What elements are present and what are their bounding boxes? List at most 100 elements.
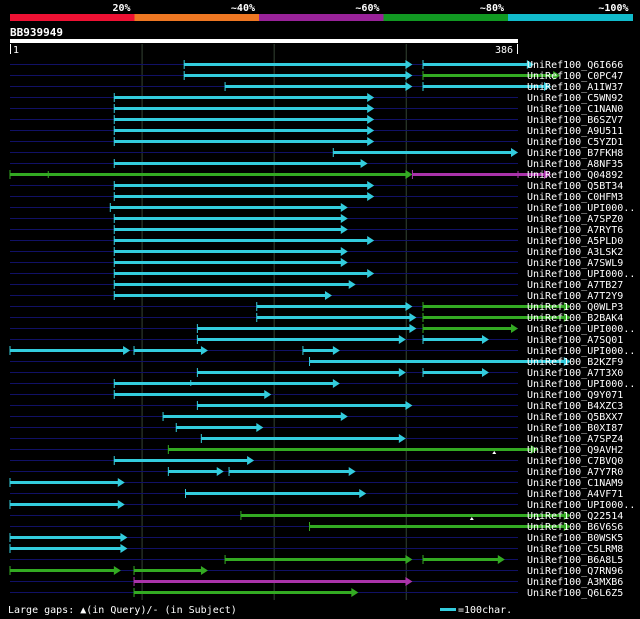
hit-row[interactable]: UniRef100_A3MXB6 bbox=[10, 577, 623, 588]
hit-row[interactable]: UniRef100_UPI000.. bbox=[10, 269, 635, 280]
hit-row[interactable]: UniRef100_A7RYT6 bbox=[10, 225, 623, 236]
hit-segment[interactable] bbox=[114, 393, 267, 396]
hit-label[interactable]: UniRef100_C0HFM3 bbox=[527, 192, 623, 203]
hit-segment[interactable] bbox=[10, 503, 120, 506]
hit-segment[interactable] bbox=[163, 415, 343, 418]
hit-label[interactable]: UniRef100_A8NF35 bbox=[527, 159, 623, 170]
hit-row[interactable]: UniRef100_C0HFM3 bbox=[10, 192, 623, 203]
hit-segment[interactable] bbox=[114, 228, 343, 231]
hit-label[interactable]: UniRef100_C1NAM9 bbox=[527, 478, 623, 489]
hit-row[interactable]: UniRef100_A1IW37 bbox=[10, 82, 623, 93]
hit-segment[interactable] bbox=[225, 85, 408, 88]
hit-label[interactable]: UniRef100_B4XZC3 bbox=[527, 401, 623, 412]
hit-label[interactable]: UniRef100_A5PLD0 bbox=[527, 236, 623, 247]
hit-segment[interactable] bbox=[134, 591, 354, 594]
hit-row[interactable]: UniRef100_B6V6S6 bbox=[10, 522, 623, 533]
hit-row[interactable]: UniRef100_C1NAN0 bbox=[10, 104, 623, 115]
hit-segment[interactable] bbox=[184, 63, 408, 66]
hit-segment[interactable] bbox=[114, 195, 370, 198]
hit-row[interactable]: UniRef100_A7SPZ4 bbox=[10, 434, 623, 445]
hit-label[interactable]: UniRef100_Q22514 bbox=[527, 511, 623, 522]
hit-segment[interactable] bbox=[197, 371, 401, 374]
hit-row[interactable]: UniRef100_Q22514 bbox=[10, 511, 623, 522]
hit-segment[interactable] bbox=[184, 74, 408, 77]
hit-segment[interactable] bbox=[201, 437, 401, 440]
hit-segment[interactable] bbox=[114, 184, 370, 187]
hit-label[interactable]: UniRef100_C1NAN0 bbox=[527, 104, 623, 115]
hit-label[interactable]: UniRef100_B6A8L5 bbox=[527, 555, 623, 566]
hit-label[interactable]: UniRef100_B6SZV7 bbox=[527, 115, 623, 126]
hit-label[interactable]: UniRef100_C5WN92 bbox=[527, 93, 623, 104]
hit-label[interactable]: UniRef100_UPI000.. bbox=[527, 500, 635, 511]
hit-row[interactable]: UniRef100_UPI000.. bbox=[10, 324, 635, 335]
hit-segment[interactable] bbox=[412, 173, 546, 176]
hit-row[interactable]: UniRef100_A5PLD0 bbox=[10, 236, 623, 247]
hit-label[interactable]: UniRef100_Q0WLP3 bbox=[527, 302, 623, 313]
hit-segment[interactable] bbox=[114, 272, 370, 275]
hit-row[interactable]: UniRef100_B2BAK4 bbox=[10, 313, 623, 324]
hit-row[interactable]: UniRef100_A7SWL9 bbox=[10, 258, 623, 269]
hit-segment[interactable] bbox=[422, 558, 500, 561]
hit-segment[interactable] bbox=[422, 316, 566, 319]
hit-segment[interactable] bbox=[10, 569, 116, 572]
hit-segment[interactable] bbox=[114, 96, 370, 99]
hit-label[interactable]: UniRef100_A3MXB6 bbox=[527, 577, 623, 588]
hit-row[interactable]: UniRef100_A7SQ01 bbox=[10, 335, 623, 346]
hit-row[interactable]: UniRef100_A7T3X0 bbox=[10, 368, 623, 379]
hit-row[interactable]: UniRef100_Q6I666 bbox=[10, 60, 623, 71]
hit-segment[interactable] bbox=[114, 382, 335, 385]
hit-segment[interactable] bbox=[114, 239, 370, 242]
hit-segment[interactable] bbox=[422, 371, 484, 374]
hit-row[interactable]: UniRef100_A7TB27 bbox=[10, 280, 623, 291]
hit-row[interactable]: UniRef100_Q9AVH2 bbox=[10, 445, 623, 456]
hit-segment[interactable] bbox=[114, 217, 343, 220]
hit-segment[interactable] bbox=[333, 151, 513, 154]
hit-label[interactable]: UniRef100_A7T3X0 bbox=[527, 368, 623, 379]
hit-segment[interactable] bbox=[168, 448, 533, 451]
hit-segment[interactable] bbox=[10, 547, 123, 550]
hit-row[interactable]: UniRef100_C7BVQ0 bbox=[10, 456, 623, 467]
hit-label[interactable]: UniRef100_Q9AVH2 bbox=[527, 445, 623, 456]
hit-segment[interactable] bbox=[134, 569, 203, 572]
hit-row[interactable]: UniRef100_A9U511 bbox=[10, 126, 623, 137]
hit-segment[interactable] bbox=[309, 525, 566, 528]
hit-row[interactable]: UniRef100_B7FKH8 bbox=[10, 148, 623, 159]
hit-segment[interactable] bbox=[114, 162, 363, 165]
hit-label[interactable]: UniRef100_UPI000.. bbox=[527, 346, 635, 357]
hit-label[interactable]: UniRef100_C5LRM8 bbox=[527, 544, 623, 555]
hit-segment[interactable] bbox=[114, 261, 343, 264]
hit-row[interactable]: UniRef100_C5LRM8 bbox=[9, 544, 623, 555]
hit-label[interactable]: UniRef100_UPI000.. bbox=[527, 379, 635, 390]
hit-row[interactable]: UniRef100_Q04892 bbox=[9, 170, 623, 181]
hit-segment[interactable] bbox=[256, 316, 412, 319]
hit-segment[interactable] bbox=[197, 404, 408, 407]
hit-row[interactable]: UniRef100_C1NAM9 bbox=[9, 478, 623, 489]
hit-label[interactable]: UniRef100_Q5BXX7 bbox=[527, 412, 623, 423]
hit-segment[interactable] bbox=[10, 481, 120, 484]
hit-segment[interactable] bbox=[10, 349, 126, 352]
hit-row[interactable]: UniRef100_Q6L6Z5 bbox=[10, 588, 623, 599]
hit-label[interactable]: UniRef100_A3LSK2 bbox=[527, 247, 623, 258]
hit-label[interactable]: UniRef100_Q6L6Z5 bbox=[527, 588, 623, 599]
hit-row[interactable]: UniRef100_B6SZV7 bbox=[10, 115, 623, 126]
hit-label[interactable]: UniRef100_A7T2Y9 bbox=[527, 291, 623, 302]
hit-label[interactable]: UniRef100_Q6I666 bbox=[527, 60, 623, 71]
hit-row[interactable]: UniRef100_UPI000.. bbox=[9, 500, 635, 511]
hit-label[interactable]: UniRef100_B0WSK5 bbox=[527, 533, 623, 544]
hit-segment[interactable] bbox=[114, 459, 250, 462]
hit-segment[interactable] bbox=[110, 206, 343, 209]
hit-row[interactable]: UniRef100_B2KZF9 bbox=[10, 357, 623, 368]
hit-label[interactable]: UniRef100_B7FKH8 bbox=[527, 148, 623, 159]
hit-segment[interactable] bbox=[422, 338, 484, 341]
hit-label[interactable]: UniRef100_A7SWL9 bbox=[527, 258, 623, 269]
hit-segment[interactable] bbox=[134, 580, 408, 583]
hit-segment[interactable] bbox=[185, 492, 362, 495]
hit-segment[interactable] bbox=[176, 426, 259, 429]
hit-segment[interactable] bbox=[240, 514, 566, 517]
hit-segment[interactable] bbox=[114, 250, 343, 253]
hit-row[interactable]: UniRef100_B4XZC3 bbox=[10, 401, 623, 412]
hit-segment[interactable] bbox=[229, 470, 351, 473]
hit-segment[interactable] bbox=[114, 118, 370, 121]
hit-label[interactable]: UniRef100_A4VF71 bbox=[527, 489, 623, 500]
hit-label[interactable]: UniRef100_A7SQ01 bbox=[527, 335, 623, 346]
